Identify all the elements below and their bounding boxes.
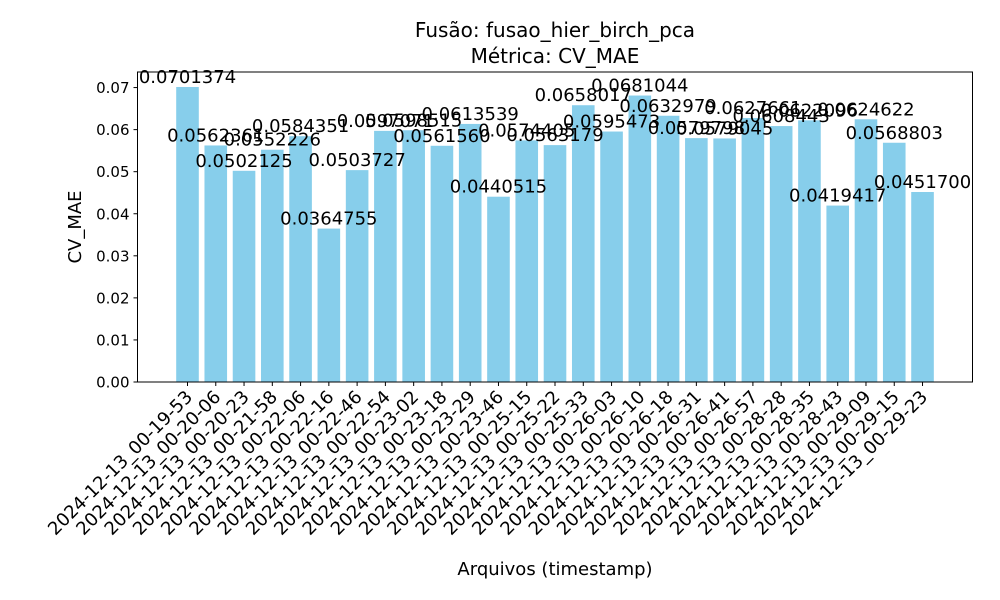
bar-value-label: 0.0568803 [846,123,943,144]
bar-value-label: 0.0364755 [280,209,377,230]
bar [826,205,850,382]
bar-value-label: 0.0608443 [732,106,829,127]
bar [854,119,878,383]
bar [882,142,906,382]
bar [515,140,539,382]
data-labels-group: 0.07013740.05623610.05021250.05522260.05… [139,67,971,230]
bars-group [176,86,934,383]
y-tick-label: 0.00 [96,374,129,392]
y-tick-label: 0.02 [96,289,129,307]
bar-value-label: 0.0613539 [422,104,519,125]
y-tick-label: 0.05 [96,163,129,181]
bar-value-label: 0.0561560 [393,126,490,147]
bar-value-label: 0.0451700 [874,172,971,193]
bar-value-label: 0.0574405 [478,120,575,141]
bar-value-label: 0.0622096 [761,100,858,121]
bar-value-label: 0.0502125 [195,151,292,172]
bar [628,95,652,382]
y-axis-label: CV_MAE [65,190,86,263]
bar-value-label: 0.0627661 [704,98,801,119]
bar-value-label: 0.0584351 [252,116,349,137]
bar [458,123,482,383]
bar-value-label: 0.0658017 [535,85,632,106]
x-axis: 2024-12-13_00-19-532024-12-13_00-20-0620… [44,382,932,540]
bar [402,130,425,382]
bar-value-label: 0.0598515 [365,110,462,131]
bar [571,105,595,382]
bar [430,145,454,382]
bar [769,126,793,382]
bar [741,117,765,383]
x-axis-label: Arquivos (timestamp) [457,559,652,580]
bar-value-label: 0.0562361 [167,125,264,146]
bar-value-label: 0.0419417 [789,186,886,207]
y-axis: 0.00 0.01 0.02 0.03 0.04 0.05 0.06 0.07 [96,79,138,392]
y-tick-label: 0.04 [96,205,129,223]
bar [911,192,934,382]
y-tick-label: 0.03 [96,247,129,265]
bar-value-label: 0.0632979 [619,96,716,117]
bar-value-label: 0.0579798 [648,118,745,139]
bar [656,115,680,382]
bar [487,196,510,382]
bar-value-label: 0.0552226 [224,130,321,151]
bar-value-label: 0.0579045 [676,118,773,139]
bar-value-label: 0.0681044 [591,76,688,97]
chart-title-line2: Métrica: CV_MAE [471,44,640,68]
bar-value-label: 0.0563179 [506,125,603,146]
bar [176,86,199,383]
bar [317,228,341,382]
bar [543,145,567,382]
chart-title-line1: Fusão: fusao_hier_birch_pca [415,18,695,42]
y-tick-label: 0.06 [96,121,129,139]
bar-value-label: 0.0597071 [337,111,434,132]
bar [685,138,708,382]
bar [261,149,284,382]
bar [345,170,369,382]
bar-value-label: 0.0624622 [817,99,914,120]
bar-value-label: 0.0701374 [139,67,236,88]
bar [713,138,736,382]
bar-value-label: 0.0595473 [563,112,660,133]
y-tick-label: 0.07 [96,79,129,97]
bar [798,120,821,382]
bar [374,130,397,382]
bar [204,145,228,382]
y-tick-label: 0.01 [96,331,129,349]
bar [289,136,312,382]
bar-value-label: 0.0440515 [450,177,547,198]
bar [600,131,623,382]
bar-value-label: 0.0503727 [308,150,405,171]
bar [232,170,256,382]
